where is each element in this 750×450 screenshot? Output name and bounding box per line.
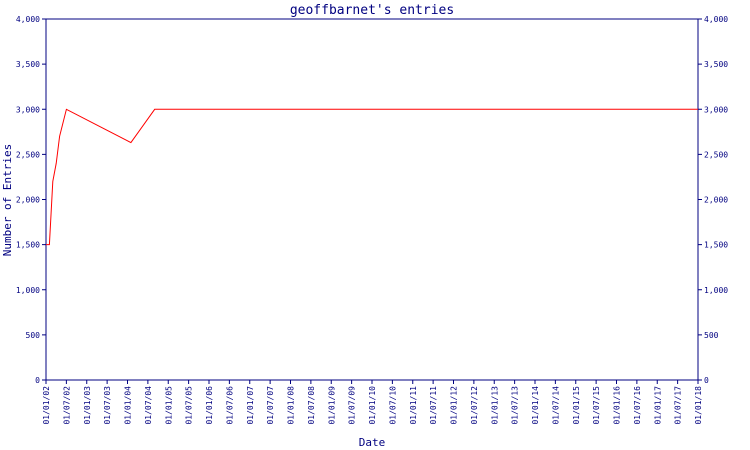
y-tick-label-left: 2,000 bbox=[16, 196, 40, 205]
y-tick-label-left: 3,000 bbox=[16, 105, 40, 114]
x-tick-label: 01/07/13 bbox=[511, 386, 520, 425]
y-tick-label-left: 1,500 bbox=[16, 241, 40, 250]
x-tick-label: 01/01/17 bbox=[653, 386, 662, 425]
x-axis-label: Date bbox=[359, 436, 386, 449]
x-tick-label: 01/07/15 bbox=[592, 386, 601, 425]
x-tick-label: 01/01/04 bbox=[124, 386, 133, 425]
x-tick-label: 01/01/11 bbox=[409, 386, 418, 425]
chart-title: geoffbarnet's entries bbox=[290, 3, 454, 18]
x-tick-label: 01/01/18 bbox=[694, 386, 703, 425]
x-tick-label: 01/01/05 bbox=[164, 386, 173, 425]
x-tick-label: 01/07/17 bbox=[674, 386, 683, 425]
y-axis-right-ticks: 0 500 1,000 1,500 2,000 2,500 3,000 3,500 4,000 bbox=[698, 15, 728, 385]
series-line-1 bbox=[46, 108, 698, 246]
x-axis-ticks: 01/01/02 01/07/02 01/01/03 01/07/03 01/01/04… bbox=[42, 380, 703, 425]
x-tick-label: 01/07/16 bbox=[633, 386, 642, 425]
y-axis-left-ticks: 0 500 1,000 1,500 2,000 2,500 3,000 3,500 4,000 bbox=[16, 15, 46, 385]
x-tick-label: 01/07/11 bbox=[429, 386, 438, 425]
x-tick-label: 01/07/06 bbox=[225, 386, 234, 425]
x-tick-label: 01/01/06 bbox=[205, 386, 214, 425]
y-axis-label: Number of Entries bbox=[1, 144, 14, 257]
x-tick-label: 01/01/08 bbox=[287, 386, 296, 425]
x-tick-label: 01/01/15 bbox=[572, 386, 581, 425]
x-tick-label: 01/01/02 bbox=[42, 386, 51, 425]
y-tick-label-left: 0 bbox=[35, 376, 40, 385]
x-tick-label: 01/07/05 bbox=[185, 386, 194, 425]
y-tick-label-right: 2,500 bbox=[704, 150, 728, 159]
x-tick-label: 01/07/08 bbox=[307, 386, 316, 425]
y-tick-label-left: 4,000 bbox=[16, 15, 40, 24]
x-tick-label: 01/07/07 bbox=[266, 386, 275, 425]
y-tick-label-right: 500 bbox=[704, 331, 719, 340]
x-tick-label: 01/07/09 bbox=[348, 386, 357, 425]
x-tick-label: 01/01/07 bbox=[246, 386, 255, 425]
x-tick-label: 01/01/03 bbox=[83, 386, 92, 425]
y-tick-label-right: 0 bbox=[704, 376, 709, 385]
x-tick-label: 01/07/04 bbox=[144, 386, 153, 425]
x-tick-label: 01/01/13 bbox=[490, 386, 499, 425]
y-tick-label-left: 2,500 bbox=[16, 150, 40, 159]
series-group bbox=[46, 108, 698, 246]
x-tick-label: 01/01/09 bbox=[327, 386, 336, 425]
y-tick-label-right: 3,000 bbox=[704, 105, 728, 114]
x-tick-label: 01/07/10 bbox=[388, 386, 397, 425]
x-tick-label: 01/01/14 bbox=[531, 386, 540, 425]
x-tick-label: 01/07/02 bbox=[62, 386, 71, 425]
y-tick-label-right: 1,500 bbox=[704, 241, 728, 250]
y-tick-label-right: 4,000 bbox=[704, 15, 728, 24]
x-tick-label: 01/01/10 bbox=[368, 386, 377, 425]
y-tick-label-right: 1,000 bbox=[704, 286, 728, 295]
y-tick-label-left: 1,000 bbox=[16, 286, 40, 295]
y-tick-label-right: 2,000 bbox=[704, 196, 728, 205]
y-tick-label-right: 3,500 bbox=[704, 60, 728, 69]
x-tick-label: 01/07/14 bbox=[551, 386, 560, 425]
y-tick-label-left: 500 bbox=[26, 331, 41, 340]
y-tick-label-left: 3,500 bbox=[16, 60, 40, 69]
x-tick-label: 01/07/03 bbox=[103, 386, 112, 425]
x-tick-label: 01/01/16 bbox=[613, 386, 622, 425]
x-tick-label: 01/01/12 bbox=[450, 386, 459, 425]
x-tick-label: 01/07/12 bbox=[470, 386, 479, 425]
